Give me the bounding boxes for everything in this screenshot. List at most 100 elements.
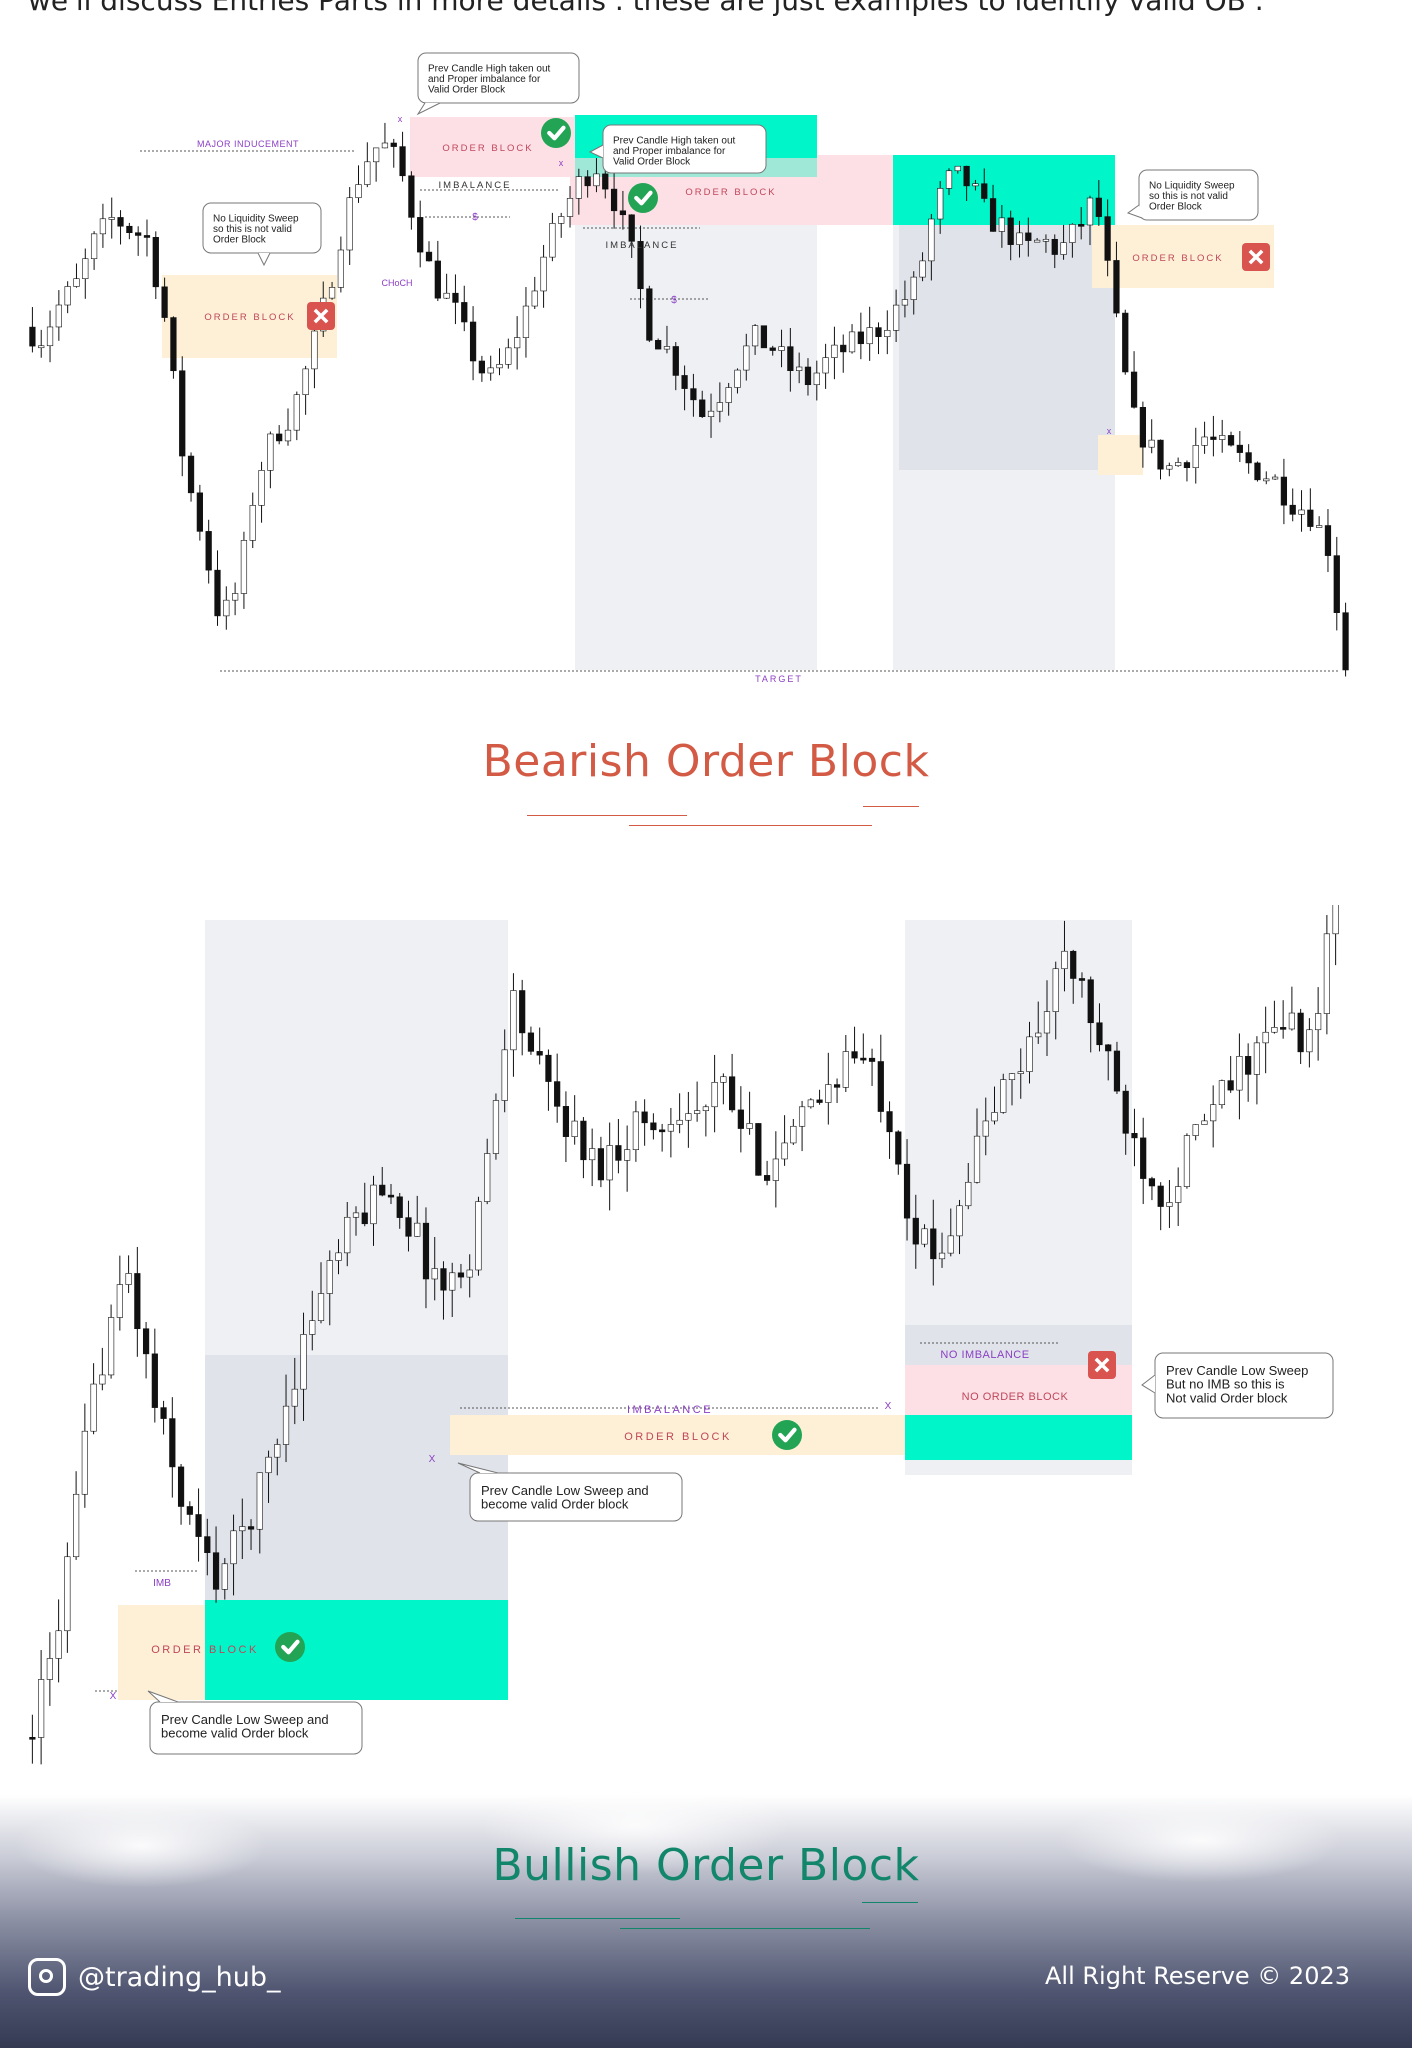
- bear-candle-body: [655, 339, 662, 350]
- bull-candle-body: [186, 1506, 193, 1515]
- bull-candle-body: [151, 1353, 158, 1408]
- bear-candle-body: [1333, 555, 1340, 613]
- bear-candle-body: [399, 146, 406, 177]
- bull-candle-body: [204, 1536, 211, 1553]
- callout-prev-high-text: and Proper imbalance for: [613, 146, 726, 157]
- bear-candle-body: [293, 394, 300, 431]
- bull-candle-body: [1280, 1027, 1287, 1030]
- bear-candle-body: [328, 287, 336, 299]
- bull-candle-body: [1157, 1185, 1164, 1207]
- bear-candle-body: [1271, 476, 1279, 480]
- bear-candle-body: [117, 217, 124, 227]
- check-icon: [275, 1632, 305, 1662]
- bear-candle-body: [981, 183, 988, 199]
- teal-zone: [893, 155, 1115, 225]
- bull-candle-body: [1315, 1013, 1322, 1031]
- bull-candle-body: [177, 1466, 185, 1507]
- bull-candle-body: [790, 1125, 797, 1144]
- bull-candle-body: [746, 1123, 753, 1129]
- bear-candle-body: [381, 142, 389, 149]
- check-icon: [628, 183, 658, 213]
- bear-candle-body: [822, 357, 829, 374]
- bear-candle-body: [231, 593, 239, 601]
- cross-icon-mark: [1094, 1357, 1110, 1373]
- bear-candle-body: [1025, 232, 1032, 241]
- bear-candle-body: [302, 368, 309, 396]
- bear-candle-body: [690, 388, 697, 401]
- bear-candle-body: [875, 327, 882, 337]
- bull-candle-body: [1122, 1090, 1129, 1134]
- callout-no-sweep-left-text: No Liquidity Sweep: [213, 214, 299, 225]
- bull-candle-body: [755, 1123, 762, 1176]
- bullish-chart: IMB ORDER BLOCK X IMBALANCE ORDER BLOCK X X NO …: [29, 905, 1339, 1765]
- bear-candle-body: [452, 292, 459, 303]
- bearish-title: Bearish Order Block: [482, 736, 930, 787]
- bear-candle-body: [478, 360, 486, 374]
- bear-candle-body: [108, 217, 115, 220]
- bear-candle-body: [1060, 242, 1067, 255]
- choch-label: CHoCH: [381, 278, 412, 288]
- bull-candle-body: [195, 1514, 202, 1537]
- bull-candle-body: [1332, 905, 1339, 935]
- bear-candle-body: [434, 260, 441, 299]
- bear-candle-body: [699, 399, 706, 417]
- bull-candle-body: [1227, 1080, 1234, 1091]
- bearish-title-underline: [527, 815, 687, 816]
- bear-candle-body: [1236, 444, 1243, 453]
- bull-candle-body: [781, 1142, 788, 1160]
- bear-candle-body: [276, 433, 283, 442]
- bear-candle-body: [249, 505, 256, 541]
- bear-candle-body: [64, 286, 71, 306]
- copyright-text: All Right Reserve © 2023: [1044, 1962, 1350, 1990]
- bull-candle-body: [309, 1320, 316, 1335]
- bull-candle-body: [667, 1124, 674, 1132]
- bear-candle-body: [972, 183, 979, 187]
- bull-candle-body: [256, 1472, 263, 1530]
- bear-candle-body: [716, 402, 723, 412]
- bear-candle-body: [1007, 217, 1014, 245]
- teal-zone: [905, 1415, 1132, 1460]
- order-block-zone: [118, 1605, 208, 1700]
- bull-candle-body: [116, 1284, 123, 1318]
- bull-candle-body: [405, 1217, 412, 1237]
- bear-candle-body: [214, 569, 221, 617]
- bear-candle-body: [1263, 478, 1270, 482]
- bear-candle-body: [223, 599, 230, 617]
- bull-candle-body: [510, 990, 517, 1051]
- bear-candle-body: [1289, 504, 1296, 515]
- bear-candle-body: [989, 198, 997, 232]
- bear-candle-body: [29, 326, 36, 347]
- imbalance-label: IMBALANCE: [606, 240, 679, 251]
- bull-candle-body: [527, 1032, 535, 1052]
- bull-candle-body: [868, 1057, 876, 1062]
- bear-candle-body: [205, 531, 212, 571]
- bull-candle-body: [519, 990, 526, 1034]
- bull-candle-body: [632, 1111, 639, 1150]
- callout-no-sweep-right-text: No Liquidity Sweep: [1149, 181, 1235, 192]
- bull-candle-body: [38, 1679, 45, 1738]
- bull-candle-body: [221, 1563, 228, 1590]
- bull-candle-body: [1175, 1186, 1182, 1203]
- grey-zone-inner: [205, 1355, 508, 1605]
- bear-candle-body: [1219, 435, 1226, 440]
- intro-text: we'll discuss Entries Parts in more deta…: [28, 0, 1264, 17]
- bull-candle-body: [1288, 1012, 1295, 1030]
- cross-icon-mark: [1248, 249, 1264, 265]
- bull-candle-body: [1000, 1079, 1007, 1113]
- bear-candle-body: [196, 492, 203, 532]
- bear-candle-body: [461, 302, 468, 323]
- bull-candle-body: [554, 1081, 561, 1107]
- callout-no-sweep-left-tail: [257, 252, 271, 267]
- bear-candle-body: [954, 165, 961, 172]
- grey-zone-inner: [899, 225, 1115, 470]
- bear-candle-body: [937, 188, 944, 220]
- bull-candle-body: [895, 1131, 902, 1165]
- bear-candle-body: [1201, 436, 1208, 446]
- bull-candle-body: [440, 1268, 447, 1291]
- bearish-title-underline: [629, 825, 872, 826]
- bull-candle-body: [46, 1658, 53, 1680]
- bear-candle-body: [672, 346, 679, 376]
- instagram-handle[interactable]: @trading_hub_: [28, 1958, 281, 1996]
- bear-candle-body: [1034, 239, 1041, 243]
- bear-candle-body: [884, 330, 891, 337]
